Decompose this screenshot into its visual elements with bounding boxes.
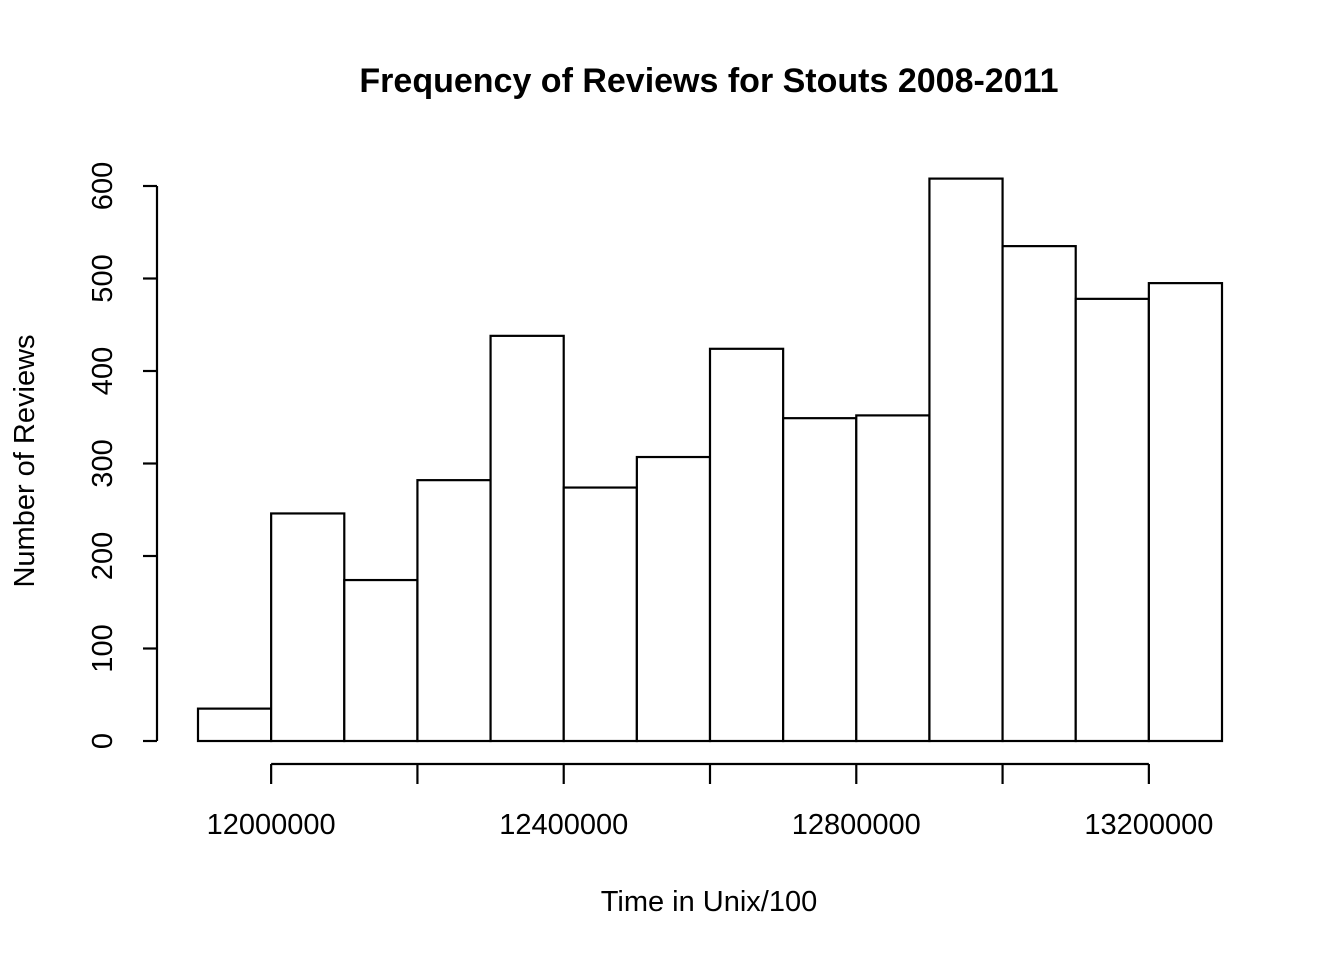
bar-7 [635,455,712,743]
x-axis: 12000000 12400000 12800000 13200000 [207,762,1213,841]
bar-12 [1001,245,1077,743]
bar-14 [1147,282,1224,743]
bar-9 [782,417,858,743]
bar-5 [489,334,565,743]
x-axis-label: Time in Unix/100 [601,886,818,918]
y-tick-label: 200 [87,532,119,580]
bar-10 [855,414,931,743]
x-tick-label: 13200000 [1084,809,1213,841]
y-tick-label: 100 [87,624,119,672]
bar-13 [1074,297,1150,743]
bar-4 [416,479,492,743]
y-tick-label: 600 [87,162,119,210]
y-tick-label: 500 [87,254,119,302]
bar-8 [708,347,785,743]
y-axis: 0 100 200 300 400 500 600 [87,162,159,749]
y-axis-label: Number of Reviews [9,334,41,587]
x-tick-label: 12800000 [792,809,921,841]
bar-11 [928,177,1004,743]
bar-3 [343,578,419,743]
bars-group [196,177,1224,743]
bar-6 [562,486,638,743]
chart-title: Frequency of Reviews for Stouts 2008-201… [359,62,1058,100]
x-tick-label: 12000000 [207,809,336,841]
y-tick-label: 300 [87,439,119,487]
y-tick-label: 400 [87,347,119,395]
bar-1 [196,707,273,743]
x-tick-label: 12400000 [499,809,628,841]
y-tick-label: 0 [87,733,119,749]
bar-2 [270,512,346,743]
